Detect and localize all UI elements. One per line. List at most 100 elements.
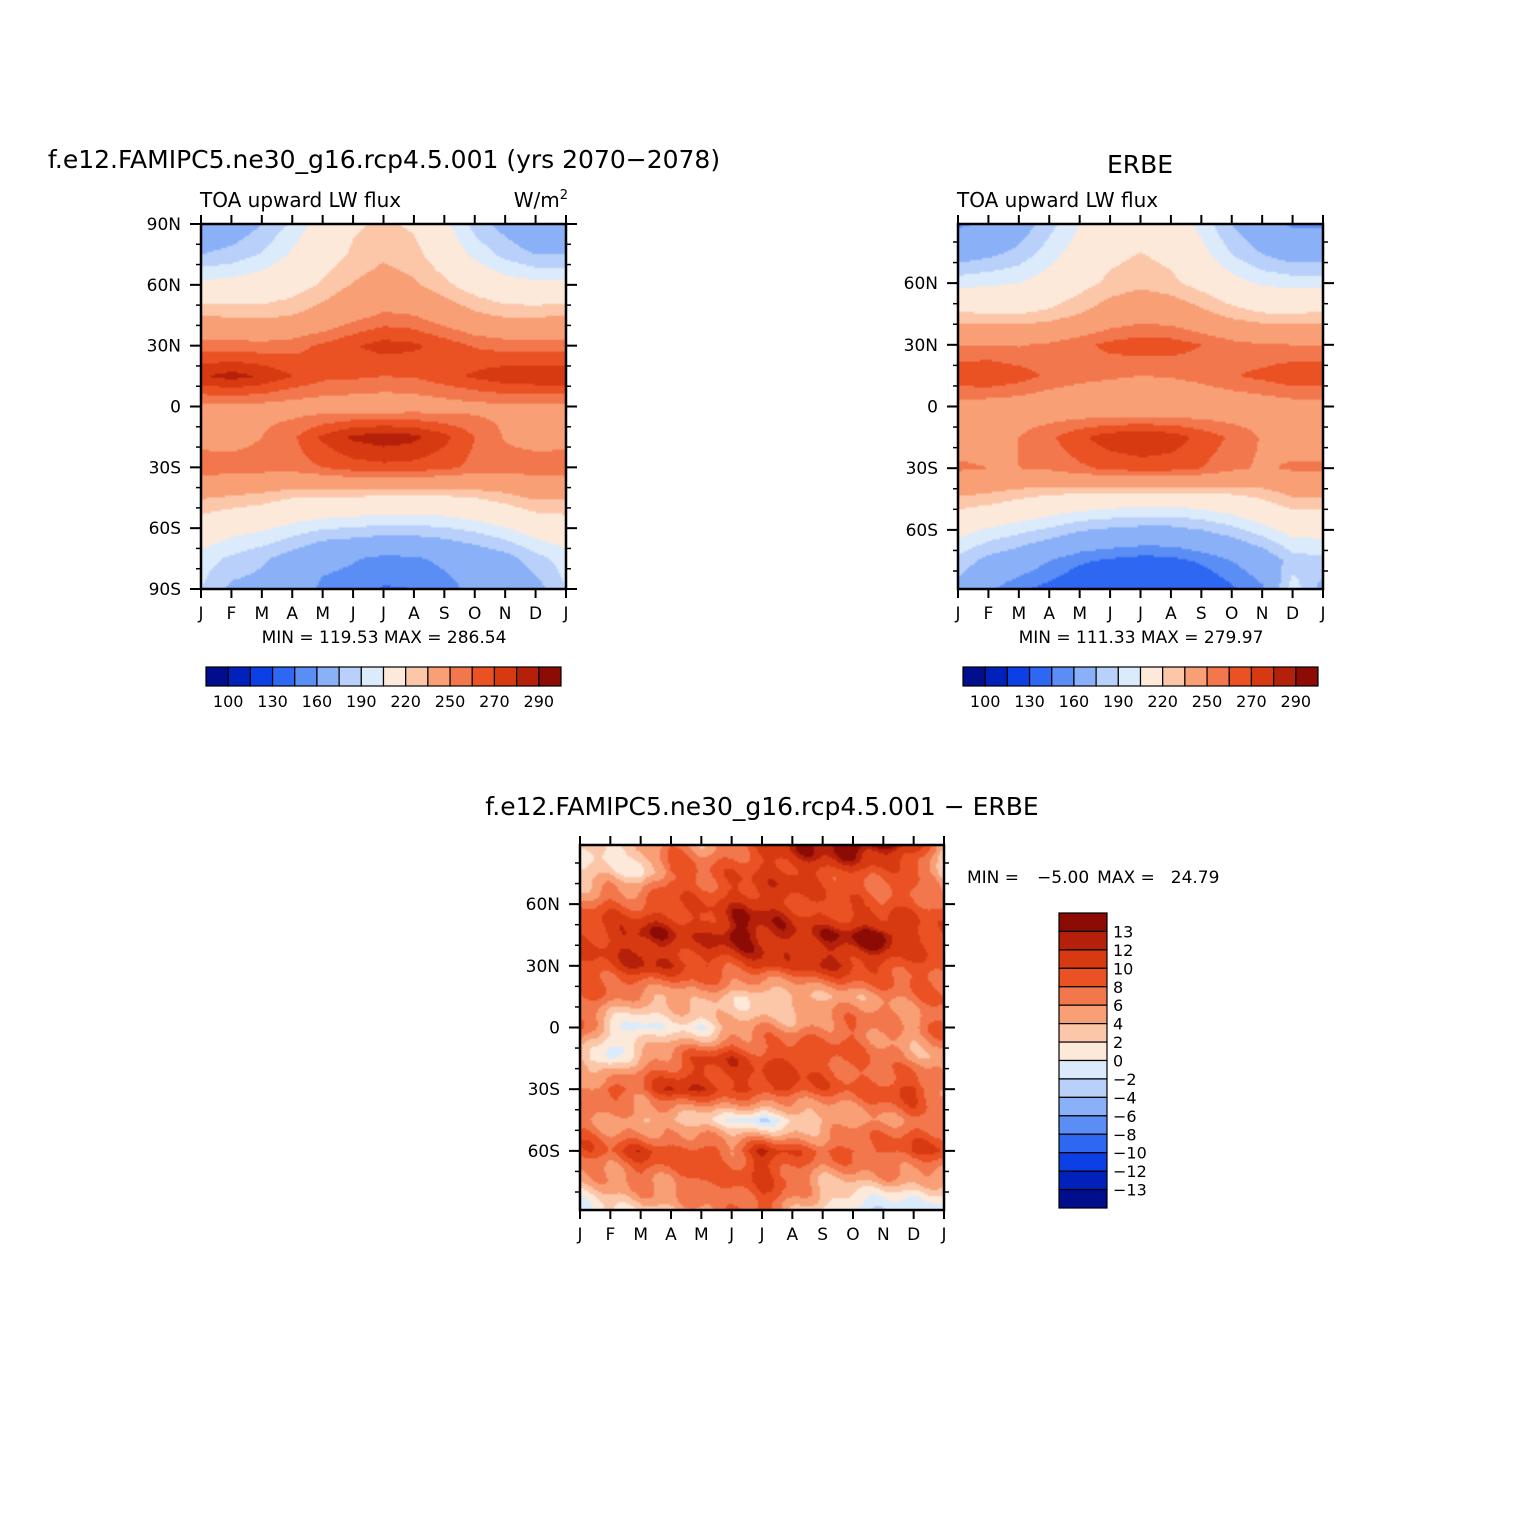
colorbar-swatch [427, 666, 451, 687]
y-tick-label: 60N [147, 276, 181, 296]
colorbar-swatch [1058, 1152, 1108, 1172]
x-tick-label: O [846, 1225, 859, 1245]
colorbar-swatch [1058, 930, 1108, 951]
y-tick-label: 60N [526, 895, 560, 915]
x-tick-label: S [439, 604, 450, 624]
colorbar-label: 160 [1059, 692, 1090, 711]
y-tick-label: 0 [170, 398, 181, 418]
x-tick-label: S [817, 1225, 828, 1245]
x-tick-label: M [694, 1225, 709, 1245]
x-tick-label: N [877, 1225, 890, 1245]
colorbar-swatch [1058, 1023, 1108, 1043]
colorbar-swatch [271, 666, 296, 687]
colorbar-swatch [1058, 1170, 1108, 1191]
difference-stats: MIN = −5.00 MAX = 24.79 [967, 868, 1219, 888]
y-tick-label: 30S [528, 1080, 560, 1100]
x-tick-label: J [562, 604, 568, 624]
colorbar-swatch [1058, 1188, 1108, 1209]
colorbar-swatch [1051, 666, 1075, 687]
x-tick-label: J [576, 1225, 582, 1245]
difference-min-value: −5.00 [1037, 868, 1089, 888]
erbe-colorbar: 100 130 160 190 220 250 270 290 [962, 666, 1319, 711]
colorbar-label: −2 [1113, 1070, 1137, 1089]
x-tick-label: S [1196, 604, 1207, 624]
colorbar-swatch [1058, 1041, 1108, 1062]
model-units-base: W/m [514, 188, 560, 212]
colorbar-swatch [1058, 967, 1108, 988]
colorbar-swatch [471, 666, 496, 687]
erbe-stats: MIN = 111.33 MAX = 279.97 [1019, 628, 1264, 648]
difference-title: f.e12.FAMIPC5.ne30_g16.rcp4.5.001 − ERBE [485, 792, 1038, 821]
erbe-title: ERBE [1107, 150, 1173, 179]
colorbar-label: 270 [479, 692, 510, 711]
colorbar-swatch [405, 666, 429, 687]
colorbar-swatch [493, 666, 518, 687]
colorbar-label: 250 [1192, 692, 1223, 711]
colorbar-swatch [205, 666, 229, 687]
erbe-variable-label: TOA upward LW flux [956, 188, 1158, 212]
colorbar-label: 12 [1113, 941, 1133, 960]
colorbar-swatch [316, 666, 340, 687]
colorbar-swatch [1206, 666, 1230, 687]
contour-field [580, 845, 944, 1210]
y-tick-label: 90S [149, 580, 181, 600]
x-tick-label: N [499, 604, 512, 624]
x-tick-label: A [787, 1225, 799, 1245]
colorbar-swatch [1058, 1133, 1108, 1154]
x-tick-label: O [1225, 604, 1238, 624]
colorbar-swatch [1058, 949, 1108, 969]
colorbar-swatch [449, 666, 473, 687]
colorbar-swatch [1117, 666, 1142, 687]
x-tick-label: J [1107, 604, 1113, 624]
colorbar-label: 290 [1281, 692, 1312, 711]
x-tick-label: M [315, 604, 330, 624]
difference-panel: f.e12.FAMIPC5.ne30_g16.rcp4.5.001 − ERBE… [485, 792, 1219, 1245]
contour-field [201, 224, 566, 589]
colorbar-label: 8 [1113, 978, 1123, 997]
colorbar-swatch [1139, 666, 1164, 687]
y-tick-label: 30S [906, 459, 938, 479]
y-tick-label: 60S [149, 519, 181, 539]
colorbar-label: 270 [1236, 692, 1267, 711]
colorbar-label: 0 [1113, 1052, 1123, 1071]
colorbar-swatch [1273, 666, 1297, 687]
x-tick-label: J [1137, 604, 1143, 624]
colorbar-swatch [962, 666, 986, 687]
colorbar-swatch [1028, 666, 1053, 687]
colorbar-label: 130 [257, 692, 288, 711]
x-tick-label: J [728, 1225, 734, 1245]
model-variable-label: TOA upward LW flux [199, 188, 401, 212]
x-tick-label: M [1011, 604, 1026, 624]
colorbar-swatch [1295, 666, 1319, 687]
x-tick-label: J [1319, 604, 1325, 624]
x-tick-label: J [350, 604, 356, 624]
y-tick-label: 30N [904, 336, 938, 356]
x-tick-label: J [758, 1225, 764, 1245]
difference-min-label: MIN = [967, 868, 1019, 888]
colorbar-label: 13 [1113, 922, 1133, 941]
colorbar-label: 10 [1113, 959, 1133, 978]
x-tick-label: J [940, 1225, 946, 1245]
colorbar-swatch [360, 666, 385, 687]
colorbar-swatch [1058, 1096, 1108, 1117]
colorbar-swatch [294, 666, 318, 687]
x-tick-label: F [227, 604, 237, 624]
colorbar-swatch [1006, 666, 1031, 687]
colorbar-label: 130 [1014, 692, 1045, 711]
x-tick-label: F [605, 1225, 615, 1245]
colorbar-label: 6 [1113, 996, 1123, 1015]
x-tick-label: M [1072, 604, 1087, 624]
x-tick-label: J [954, 604, 960, 624]
colorbar-label: 190 [346, 692, 377, 711]
x-tick-label: D [907, 1225, 920, 1245]
colorbar-swatch [1095, 666, 1119, 687]
colorbar-swatch [1073, 666, 1097, 687]
colorbar-swatch [1184, 666, 1208, 687]
colorbar-swatch [1058, 1059, 1108, 1080]
model-panel: f.e12.FAMIPC5.ne30_g16.rcp4.5.001 (yrs 2… [48, 145, 720, 711]
colorbar-label: −4 [1113, 1088, 1137, 1107]
